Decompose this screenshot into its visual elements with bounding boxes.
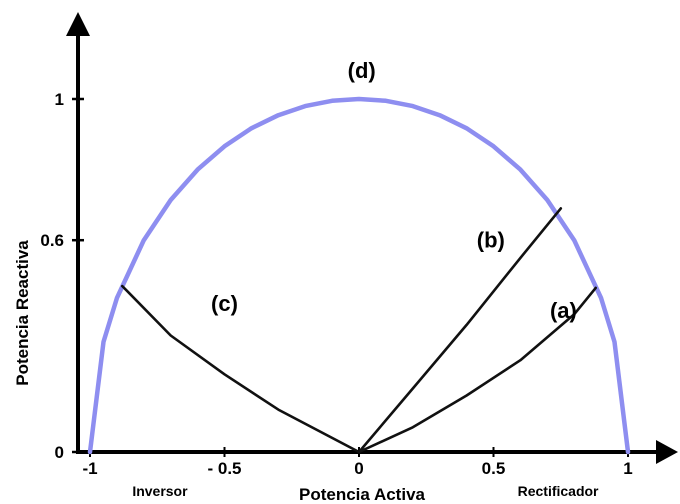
x-tick-label: 1 <box>623 459 632 478</box>
series-label-d: (d) <box>348 58 376 83</box>
y-axis-title: Potencia Reactiva <box>13 240 32 386</box>
series-line-d <box>87 96 631 455</box>
region-label-rectificador: Rectificador <box>518 483 599 499</box>
x-axis-title: Potencia Activa <box>299 485 426 504</box>
series-label-b: (b) <box>477 227 505 252</box>
series-label-c: (c) <box>211 291 238 316</box>
y-tick-label: 1 <box>55 90 64 109</box>
region-label-inversor: Inversor <box>132 483 188 499</box>
x-tick-label: 0.5 <box>482 459 506 478</box>
series-line-a <box>357 286 597 454</box>
x-tick-label: -1 <box>82 459 97 478</box>
y-tick-label: 0 <box>55 443 64 462</box>
y-tick-label: 0.6 <box>40 231 64 250</box>
series-line-b <box>357 207 563 454</box>
x-axis-arrow <box>656 440 678 464</box>
x-tick-label: 0 <box>354 459 363 478</box>
y-axis-arrow <box>66 12 90 36</box>
curves-layer <box>87 96 631 455</box>
series-line-c <box>121 284 361 454</box>
series-label-a: (a) <box>550 298 577 323</box>
x-tick-label: - 0.5 <box>207 459 241 478</box>
axes-layer: 0 0.6 1 -1 - 0.5 0 0.5 1 Potencia Activa Potencia… <box>13 12 678 504</box>
labels-layer: (d) (a) (b) (c) <box>211 58 577 323</box>
